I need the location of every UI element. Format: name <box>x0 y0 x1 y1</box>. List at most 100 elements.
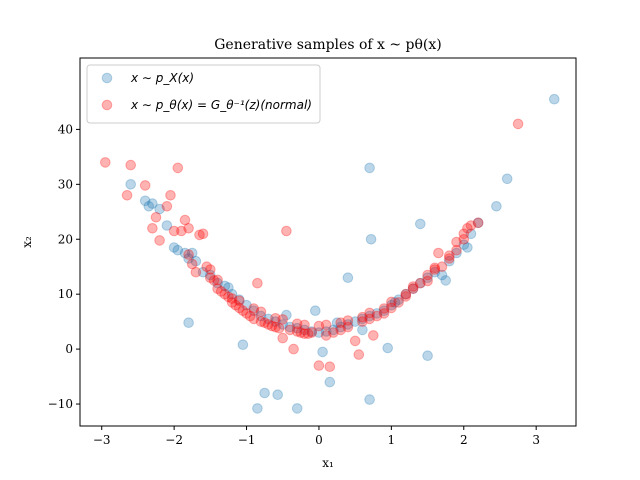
series-1-point-84 <box>378 303 390 314</box>
series-1-point-87 <box>444 250 455 261</box>
y-tick-label-1: 0 <box>65 342 73 356</box>
series-0-point-75 <box>389 297 401 308</box>
series-1-point-19 <box>208 275 220 286</box>
series-0-point-10 <box>186 247 198 259</box>
series-1-point-66 <box>429 264 441 275</box>
series-1-point-100 <box>183 249 194 260</box>
series-1-point-70 <box>451 244 462 256</box>
series-1-point-67 <box>433 247 444 259</box>
series-0-point-40 <box>400 288 412 300</box>
series-1-point-2 <box>125 159 136 171</box>
series-1-point-61 <box>393 297 404 308</box>
series-1-point-45 <box>302 328 314 340</box>
series-1-point-73 <box>465 220 477 231</box>
series-1-point-80 <box>291 318 303 330</box>
legend-marker-generated <box>101 99 113 111</box>
y-tick-label-5: 40 <box>58 122 73 136</box>
legend: x ∼ p_X(x) x ∼ p_θ(x) = G_θ⁻¹(z)(normal) <box>86 64 321 124</box>
plot-area <box>100 93 560 414</box>
series-0-point-57 <box>237 339 249 351</box>
series-1-point-7 <box>161 201 173 212</box>
series-0 <box>125 93 560 414</box>
series-1-point-89 <box>234 295 245 307</box>
series-1-point-85 <box>400 291 412 302</box>
series-1-point-14 <box>190 266 202 278</box>
series-0-point-7 <box>172 244 184 256</box>
series-1-point-74 <box>472 217 484 229</box>
series-0-point-30 <box>328 324 339 336</box>
series-0-point-41 <box>407 283 419 295</box>
series-1-point-15 <box>194 229 205 241</box>
y-tick-label-4: 30 <box>58 177 73 191</box>
y-axis-label: x₂ <box>20 236 34 248</box>
series-0-point-38 <box>386 299 397 311</box>
series-0-point-50 <box>462 242 473 253</box>
series-0-point-5 <box>161 220 173 231</box>
series-0-point-3 <box>147 198 158 209</box>
series-1-point-44 <box>299 328 310 340</box>
legend-label-generated: x ∼ p_θ(x) = G_θ⁻¹(z)(normal) <box>130 98 312 112</box>
x-axis: −3 −2 −1 0 1 2 3 <box>93 426 540 447</box>
series-0-point-45 <box>436 269 448 281</box>
y-tick-label-0: −10 <box>48 397 73 411</box>
series-1-point-59 <box>378 308 390 319</box>
series-1-point-41 <box>288 343 299 355</box>
x-axis-label: x₁ <box>322 456 334 470</box>
series-1-point-51 <box>335 324 347 336</box>
series-1-point-92 <box>299 319 310 331</box>
series-1-point-69 <box>444 253 455 264</box>
series-1-point-34 <box>263 319 274 330</box>
series-1-point-20 <box>212 283 223 295</box>
series-0-point-15 <box>219 280 231 292</box>
series-1-point-52 <box>342 321 354 333</box>
x-tick-label-2: −1 <box>238 433 256 447</box>
series-0-point-9 <box>183 253 194 264</box>
series-1-point-82 <box>335 317 347 329</box>
series-0-point-48 <box>451 247 462 259</box>
series-1-point-97 <box>407 281 419 292</box>
series-0-point-67 <box>364 394 375 405</box>
series-1-point-27 <box>237 305 249 317</box>
series-1-point-63 <box>407 283 419 295</box>
series-1-point-79 <box>270 313 281 324</box>
legend-label-data: x ∼ p_X(x) <box>130 71 194 85</box>
series-0-point-32 <box>342 319 354 330</box>
series-1-point-94 <box>342 315 354 326</box>
y-tick-label-3: 20 <box>58 232 73 246</box>
series-1-point-102 <box>458 234 470 245</box>
series-0-point-68 <box>382 342 394 354</box>
series-0-point-6 <box>168 242 180 253</box>
series-0-point-66 <box>365 234 377 245</box>
series-1-point-64 <box>415 277 426 289</box>
series-1-point-26 <box>234 302 245 314</box>
series-0-point-31 <box>335 321 347 333</box>
x-tick-label-3: 0 <box>315 433 323 447</box>
series-1-point-6 <box>154 235 165 246</box>
series-1 <box>100 118 524 373</box>
y-axis: −10 0 10 20 30 40 <box>48 122 80 411</box>
series-1-point-83 <box>357 311 368 323</box>
series-0-point-39 <box>393 294 404 306</box>
series-0-point-71 <box>357 324 368 336</box>
series-0-point-13 <box>205 269 216 281</box>
series-0-point-61 <box>291 403 303 414</box>
series-0-point-24 <box>284 321 296 333</box>
series-0-point-11 <box>190 255 202 267</box>
series-1-point-57 <box>368 330 379 341</box>
series-1-point-93 <box>320 319 332 331</box>
series-0-point-74 <box>281 309 292 321</box>
series-0-point-60 <box>272 389 284 401</box>
series-1-point-23 <box>223 291 234 303</box>
series-0-point-17 <box>234 294 245 306</box>
series-1-point-33 <box>259 317 270 329</box>
series-1-point-9 <box>172 162 184 174</box>
series-1-point-81 <box>313 320 325 332</box>
series-0-point-62 <box>317 346 328 358</box>
series-1-point-96 <box>386 296 397 308</box>
series-1-point-56 <box>364 313 375 325</box>
plot-frame <box>79 57 577 427</box>
series-0-point-33 <box>349 316 361 327</box>
series-0-point-26 <box>299 324 310 336</box>
series-0-point-25 <box>291 322 303 334</box>
series-0-point-14 <box>212 277 223 289</box>
